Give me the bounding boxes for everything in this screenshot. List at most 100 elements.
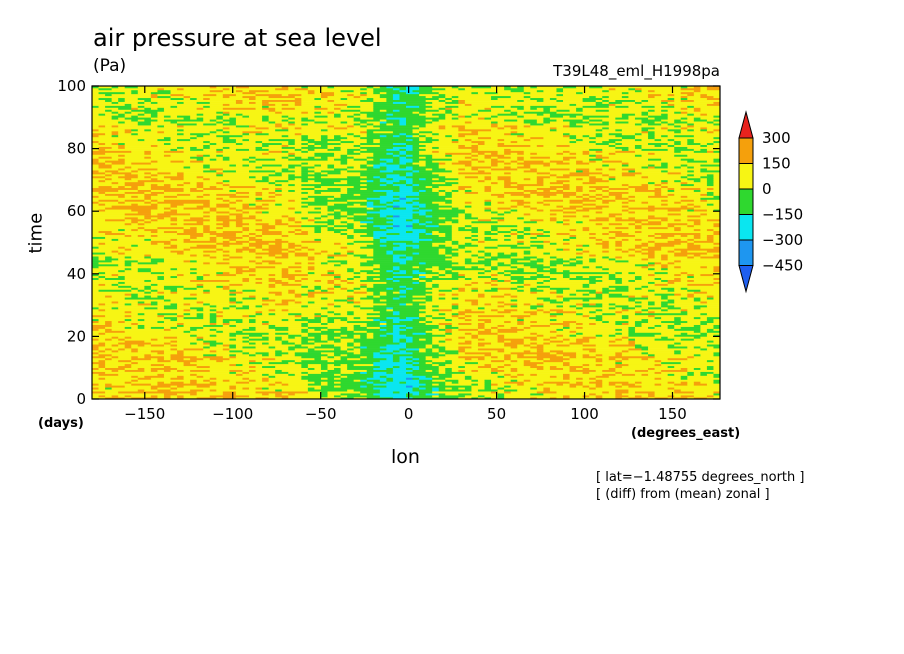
heatmap-cell [674,373,688,376]
heatmap-cell [595,236,610,239]
heatmap-cell [412,177,420,181]
heatmap-cell [464,365,479,368]
heatmap-cell [334,395,341,398]
heatmap-cell [497,395,505,398]
heatmap-cell [360,175,368,179]
heatmap-cell [471,236,485,239]
heatmap-cell [92,293,126,296]
heatmap-cell [432,297,440,300]
heatmap-cell [196,187,204,190]
heatmap-cell [229,305,237,308]
heatmap-cell [163,291,171,294]
heatmap-cell [477,344,485,347]
heatmap-cell [621,361,662,365]
heatmap-cell [608,175,616,179]
heatmap-cell [641,344,669,347]
heatmap-cell [530,244,544,247]
heatmap-cell [412,397,459,400]
heatmap-cell [235,363,243,367]
heatmap-cell [517,369,570,372]
heatmap-cell [347,201,368,204]
heatmap-cell [288,348,296,351]
heatmap-cell [425,267,440,271]
heatmap-cell [307,305,335,308]
heatmap-cell [523,236,531,239]
heatmap-cell [294,279,302,282]
heatmap-cell [157,230,165,234]
heatmap-cell [386,236,420,239]
heatmap-cell [412,377,420,380]
heatmap-cell [713,209,721,212]
heatmap-cell [177,316,184,320]
heatmap-cell [144,191,152,194]
heatmap-cell [687,293,695,296]
heatmap-cell [680,175,688,179]
heatmap-cell [190,189,204,192]
heatmap-cell [654,250,669,253]
chart-title: air pressure at sea level [93,24,382,52]
heatmap-cell [281,230,289,234]
heatmap-cell [687,205,695,208]
heatmap-cell [563,377,570,380]
heatmap-cell [92,322,106,325]
heatmap-cell [438,297,446,300]
heatmap-cell [262,342,270,345]
heatmap-cell [196,373,237,376]
heatmap-cell [242,228,250,232]
heatmap-cell [301,316,309,320]
heatmap-cell [170,238,178,241]
heatmap-cell [595,293,603,296]
heatmap-cell [360,342,400,345]
heatmap-cell [386,357,394,361]
heatmap-cell [471,318,479,322]
heatmap-cell [713,267,721,271]
heatmap-cell [262,246,270,249]
heatmap-cell [249,338,270,341]
heatmap-cell [595,395,603,398]
heatmap-cell [569,236,577,239]
heatmap-cell [615,234,636,237]
heatmap-cell [680,310,688,314]
heatmap-cell [124,219,132,222]
heatmap-cell [589,291,597,294]
heatmap-cell [268,177,289,181]
heatmap-cell [471,238,479,241]
heatmap-cell [307,389,348,392]
heatmap-cell [294,211,302,214]
heatmap-cell [530,312,538,316]
heatmap-cell [563,295,597,298]
heatmap-cell [118,250,171,253]
heatmap-cell [693,228,701,232]
heatmap-cell [589,395,597,398]
heatmap-cell [510,359,518,363]
heatmap-cell [137,170,204,173]
heatmap-cell [216,285,224,288]
heatmap-cell [216,234,237,237]
heatmap-cell [510,352,551,355]
heatmap-cell [484,395,498,398]
heatmap-cell [216,205,230,208]
heatmap-cell [242,301,283,304]
heatmap-cell [576,228,584,232]
heatmap-cell [595,322,616,325]
heatmap-cell [399,265,413,269]
heatmap-cell [196,195,204,198]
heatmap-cell [294,232,309,235]
heatmap-cell [713,175,721,179]
heatmap-cell [549,352,557,355]
heatmap-cell [353,254,368,257]
heatmap-cell [425,281,472,284]
heatmap-cell [582,385,590,388]
heatmap-cell [491,224,518,228]
heatmap-cell [412,217,440,220]
heatmap-cell [687,174,695,177]
heatmap-cell [458,336,466,339]
heatmap-cell [92,260,113,263]
heatmap-cell [693,367,701,370]
heatmap-cell [674,228,682,232]
heatmap-cell [615,168,623,171]
heatmap-cell [170,355,198,359]
heatmap-cell [105,283,113,286]
heatmap-cell [687,224,695,228]
heatmap-cell [432,338,446,341]
